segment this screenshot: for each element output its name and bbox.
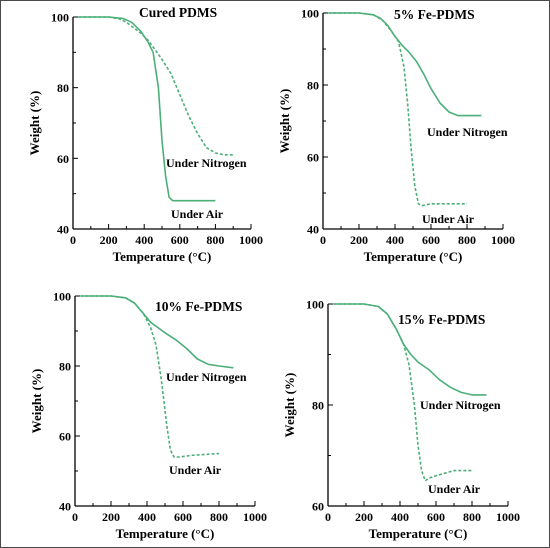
- y-tick-label: 100: [51, 11, 69, 25]
- y-tick-label: 80: [57, 81, 69, 95]
- y-tick-label: 80: [307, 79, 319, 93]
- x-tick-label: 400: [386, 233, 404, 247]
- dashed-curve: [80, 295, 220, 458]
- annotation-under-nitrogen: Under Nitrogen: [427, 125, 508, 139]
- y-tick-label: 60: [312, 500, 324, 514]
- x-tick-label: 800: [458, 233, 476, 247]
- annotation-under-air: Under Air: [422, 212, 475, 226]
- x-tick-label: 1000: [243, 510, 267, 524]
- dashed-curve: [333, 303, 472, 482]
- x-tick-label: 400: [135, 233, 153, 247]
- y-tick-label: 60: [59, 430, 71, 444]
- x-tick-label: 1000: [491, 233, 515, 247]
- y-axis-label: Weight (%): [27, 91, 42, 156]
- x-tick-label: 1000: [496, 510, 520, 524]
- dashed-curve: [78, 16, 234, 156]
- chart-title: 15% Fe-PDMS: [398, 312, 485, 327]
- annotation-under-air: Under Air: [428, 482, 481, 496]
- x-axis-label: Temperature (°C): [113, 249, 212, 264]
- y-tick-label: 40: [59, 500, 71, 514]
- y-tick-label: 60: [57, 152, 69, 166]
- x-tick-label: 400: [391, 510, 409, 524]
- solid-curve: [328, 12, 482, 117]
- annotation-under-nitrogen: Under Nitrogen: [420, 398, 501, 412]
- annotation-under-nitrogen: Under Nitrogen: [166, 156, 247, 170]
- y-tick-label: 100: [301, 7, 319, 21]
- y-tick-label: 80: [59, 360, 71, 374]
- x-tick-label: 200: [100, 233, 118, 247]
- x-tick-label: 0: [325, 510, 331, 524]
- chart-panel-3: 0 200 400 600 800 1000 40 60 80 100 Temperature (°…: [29, 290, 267, 542]
- x-axis-label: Temperature (°C): [116, 526, 215, 541]
- y-tick-label: 40: [57, 223, 69, 237]
- y-axis-label: Weight (%): [277, 89, 292, 154]
- x-tick-label: 0: [320, 233, 326, 247]
- x-tick-label: 1000: [239, 233, 263, 247]
- dashed-curve: [328, 12, 467, 207]
- x-axis-label: Temperature (°C): [369, 526, 468, 541]
- x-tick-label: 0: [70, 233, 76, 247]
- x-tick-label: 600: [427, 510, 445, 524]
- x-tick-label: 800: [463, 510, 481, 524]
- chart-title: 5% Fe-PDMS: [394, 7, 475, 22]
- x-axis-label: Temperature (°C): [364, 249, 463, 264]
- y-tick-label: 40: [307, 223, 319, 237]
- x-tick-label: 800: [206, 233, 224, 247]
- y-tick-label: 60: [307, 151, 319, 165]
- x-tick-label: 600: [174, 510, 192, 524]
- y-tick-label: 100: [53, 290, 71, 304]
- chart-panel-2: 0 200 400 600 800 1000 40 60 80 100 Temperature (°…: [277, 7, 515, 265]
- y-axis-label: Weight (%): [29, 369, 44, 434]
- x-tick-label: 800: [210, 510, 228, 524]
- chart-panel-1: 0 200 400 600 800 1000 40 60 80 100 Temperature (°…: [27, 5, 263, 264]
- x-tick-label: 200: [355, 510, 373, 524]
- y-axis-label: Weight (%): [282, 373, 297, 438]
- annotation-under-nitrogen: Under Nitrogen: [166, 370, 247, 384]
- chart-title: Cured PDMS: [139, 5, 217, 20]
- x-tick-label: 600: [171, 233, 189, 247]
- x-tick-label: 0: [72, 510, 78, 524]
- chart-panel-4: 0 200 400 600 800 1000 60 80 100 Temperature (°C)…: [282, 298, 520, 542]
- annotation-under-air: Under Air: [169, 463, 222, 477]
- x-tick-label: 400: [138, 510, 156, 524]
- x-tick-label: 200: [350, 233, 368, 247]
- solid-curve: [78, 16, 216, 202]
- chart-title: 10% Fe-PDMS: [155, 299, 242, 314]
- annotation-under-air: Under Air: [171, 207, 224, 221]
- x-tick-label: 600: [422, 233, 440, 247]
- y-tick-label: 80: [312, 399, 324, 413]
- x-tick-label: 200: [102, 510, 120, 524]
- y-tick-label: 100: [306, 298, 324, 312]
